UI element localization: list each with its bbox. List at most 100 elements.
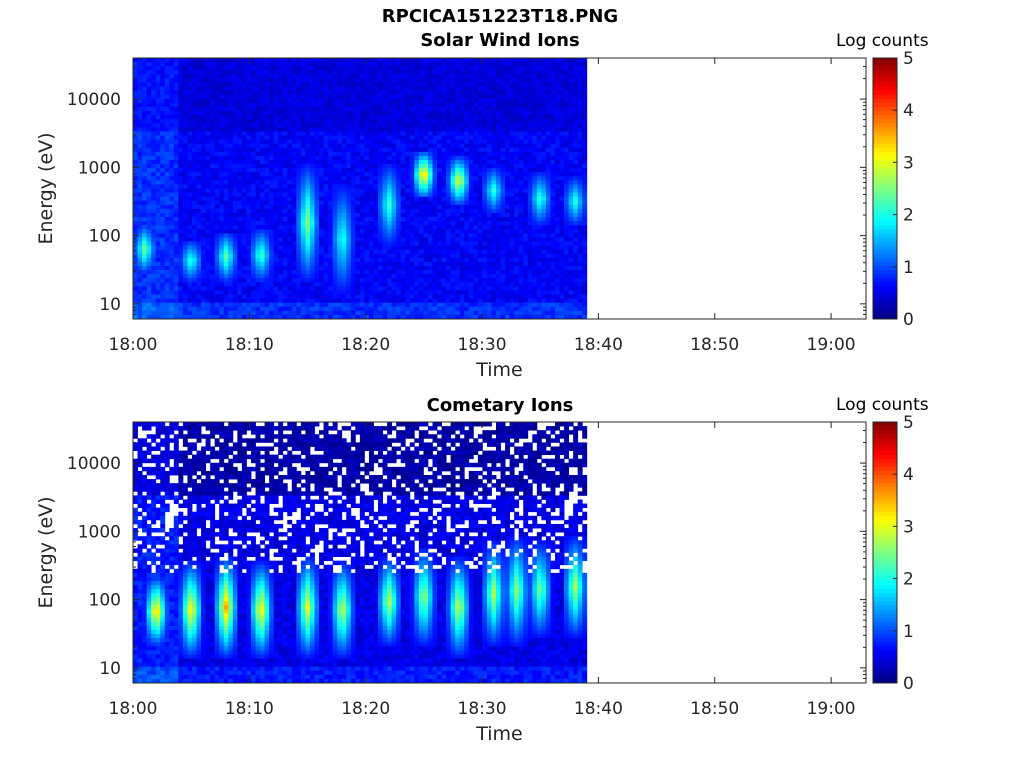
spectrogram-cell — [455, 180, 461, 185]
spectrogram-cell — [414, 58, 420, 63]
spectrogram-cell — [201, 286, 206, 291]
spectrogram-cell — [155, 106, 161, 112]
spectrogram-cell — [291, 127, 297, 132]
spectrogram-cell — [210, 278, 216, 283]
spectrogram-cell — [423, 225, 429, 230]
spectrogram-cell — [400, 249, 406, 255]
spectrogram-cell — [133, 58, 138, 63]
spectrogram-cell — [332, 229, 338, 234]
spectrogram-cell — [450, 131, 456, 136]
spectrogram-cell — [418, 139, 424, 145]
spectrogram-cell — [477, 294, 483, 300]
spectrogram-cell — [382, 155, 388, 161]
spectrogram-cell — [423, 180, 429, 185]
spectrogram-cell — [328, 310, 334, 316]
spectrogram-cell — [418, 82, 424, 87]
spectrogram-cell — [182, 314, 188, 320]
spectrogram-cell — [246, 298, 252, 304]
spectrogram-cell — [309, 314, 315, 320]
spectrogram-cell — [232, 229, 238, 234]
spectrogram-cell — [287, 302, 293, 308]
spectrogram-cell — [169, 139, 175, 145]
spectrogram-cell — [155, 74, 161, 79]
spectrogram-cell — [432, 151, 438, 157]
spectrogram-cell — [328, 208, 334, 214]
spectrogram-cell — [378, 82, 383, 87]
spectrogram-cell — [178, 82, 184, 87]
spectrogram-cell — [328, 82, 334, 87]
spectrogram-cell — [178, 265, 184, 271]
spectrogram-cell — [219, 306, 225, 312]
spectrogram-cell — [341, 151, 347, 157]
spectrogram-cell — [309, 257, 315, 263]
spectrogram-cell — [205, 302, 211, 308]
spectrogram-cell — [464, 298, 470, 304]
spectrogram-cell — [464, 176, 470, 181]
spectrogram-cell — [151, 58, 157, 63]
spectrogram-cell — [241, 131, 247, 136]
spectrogram-cell — [164, 90, 170, 96]
spectrogram-cell — [409, 131, 415, 136]
spectrogram-cell — [368, 90, 374, 96]
spectrogram-cell — [137, 184, 143, 189]
spectrogram-cell — [291, 94, 297, 100]
spectrogram-cell — [432, 241, 438, 246]
spectrogram-cell — [437, 249, 442, 255]
spectrogram-cell — [350, 131, 356, 136]
spectrogram-cell — [473, 94, 479, 100]
spectrogram-cell — [282, 147, 288, 153]
spectrogram-cell — [332, 188, 338, 193]
spectrogram-cell — [260, 74, 265, 79]
spectrogram-cell — [173, 82, 179, 87]
spectrogram-cell — [142, 249, 148, 255]
spectrogram-cell — [133, 164, 138, 169]
spectrogram-cell — [169, 241, 175, 246]
spectrogram-cell — [169, 106, 175, 112]
spectrogram-cell — [423, 90, 429, 96]
spectrogram-cell — [341, 98, 347, 104]
spectrogram-cell — [255, 200, 261, 206]
spectrogram-cell — [196, 139, 202, 145]
spectrogram-cell — [378, 306, 383, 312]
spectrogram-cell — [196, 302, 202, 308]
spectrogram-cell — [337, 115, 343, 120]
spectrogram-cell — [432, 221, 438, 226]
spectrogram-cell — [314, 306, 320, 312]
spectrogram-cell — [282, 180, 288, 185]
spectrogram-cell — [459, 221, 465, 226]
spectrogram-cell — [432, 168, 438, 173]
spectrogram-cell — [368, 102, 374, 108]
spectrogram-cell — [155, 298, 161, 304]
spectrogram-cell — [305, 298, 311, 304]
spectrogram-cell — [332, 261, 338, 267]
spectrogram-cell — [219, 274, 225, 279]
spectrogram-cell — [182, 233, 188, 238]
spectrogram-cell — [378, 233, 383, 238]
spectrogram-cell — [173, 90, 179, 96]
spectrogram-cell — [269, 62, 275, 67]
spectrogram-cell — [146, 270, 152, 275]
spectrogram-cell — [237, 172, 243, 177]
spectrogram-cell — [332, 155, 338, 161]
spectrogram-cell — [260, 172, 265, 177]
spectrogram-cell — [151, 274, 157, 279]
spectrogram-cell — [391, 241, 397, 246]
spectrogram-cell — [468, 188, 474, 193]
spectrogram-cell — [278, 221, 284, 226]
spectrogram-cell — [187, 147, 193, 153]
spectrogram-cell — [482, 261, 488, 267]
spectrogram-cell — [459, 294, 465, 300]
spectrogram-cell — [319, 229, 324, 234]
spectrogram-cell — [241, 278, 247, 283]
spectrogram-cell — [459, 70, 465, 75]
spectrogram-cell — [368, 86, 374, 92]
spectrogram-cell — [137, 200, 143, 206]
spectrogram-cell — [255, 155, 261, 161]
spectrogram-cell — [314, 131, 320, 136]
spectrogram-cell — [409, 192, 415, 198]
spectrogram-cell — [464, 306, 470, 312]
spectrogram-cell — [155, 168, 161, 173]
spectrogram-cell — [300, 221, 306, 226]
spectrogram-cell — [278, 70, 284, 75]
spectrogram-cell — [278, 159, 284, 165]
